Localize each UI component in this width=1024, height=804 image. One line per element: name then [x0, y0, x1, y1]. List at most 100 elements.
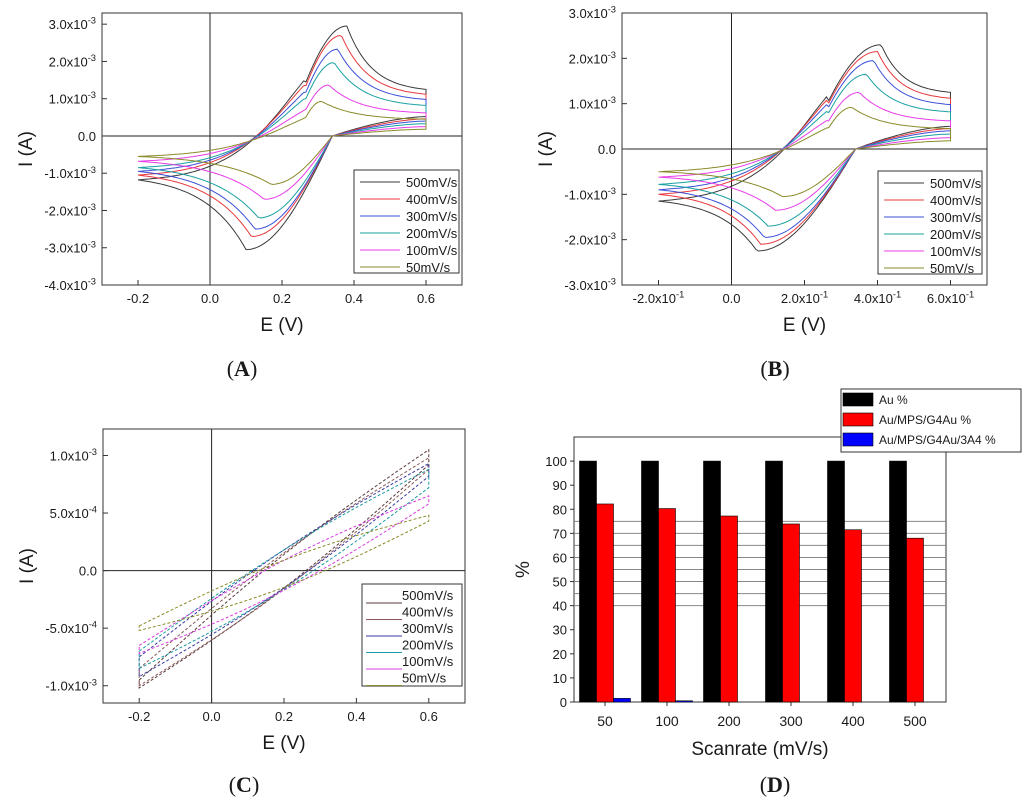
legend-swatch: [842, 432, 874, 447]
y-tick-label: 70: [553, 526, 567, 541]
y-tick-label: 50: [553, 575, 567, 590]
series-line-300mV-s: [138, 462, 430, 678]
x-tick-label: 0.2: [273, 291, 291, 306]
y-tick-label: -3.0x10-3: [564, 277, 616, 293]
legend-label: 200mV/s: [406, 226, 458, 241]
y-tick-label: 30: [553, 623, 567, 638]
y-tick-label: 40: [553, 599, 567, 614]
bar-Au-MPS-G4Au--100: [658, 508, 676, 703]
legend-label: 300mV/s: [402, 621, 454, 636]
series-line-200mV-s: [138, 468, 430, 670]
y-tick-label: -4.0x10-3: [44, 277, 96, 293]
x-tick-label: 0.4: [347, 709, 365, 724]
bar-Au-MPS-G4Au--500: [906, 537, 924, 703]
y-tick-label: 5.0x10-4: [50, 505, 97, 521]
legend-label: 50mV/s: [402, 671, 447, 686]
y-tick-label: 20: [553, 647, 567, 662]
bar-Au--300: [765, 460, 783, 703]
y-tick-label: -2.0x10-3: [564, 231, 616, 247]
legend-label: 100mV/s: [930, 244, 982, 259]
y-tick-label: 1.0x10-3: [50, 447, 97, 463]
x-tick-label: 2.0x10-1: [781, 290, 828, 306]
y-tick-label: 2.0x10-3: [49, 53, 96, 69]
x-tick-label: 0.0: [722, 291, 740, 306]
y-tick-label: 80: [553, 502, 567, 517]
y-tick-label: -1.0x10-3: [44, 165, 96, 181]
panel-label-d: (D): [760, 772, 791, 797]
x-tick-label: 0.6: [420, 709, 438, 724]
panel-b: 3.0x10-3 2.0x10-3 1.0x10-3 0.0 -1.0x10-3 -2.0…: [536, 5, 988, 336]
panel-label-a: (A): [227, 356, 258, 381]
legend-label: 300mV/s: [930, 210, 982, 225]
y-tick-label: 60: [553, 550, 567, 565]
y-tick-label: 0.0: [79, 564, 97, 579]
bar-Au--500: [889, 460, 907, 703]
legend-box: [353, 169, 460, 274]
y-tick-label: 100: [545, 454, 567, 469]
x-tick-label: 300: [779, 713, 803, 729]
panel-c: 1.0x10-3 5.0x10-4 0.0 -5.0x10-4 -1.0x10-3 -0.…: [17, 428, 466, 754]
legend-label: 500mV/s: [406, 175, 458, 190]
legend-label: 300mV/s: [406, 209, 458, 224]
y-axis-label: %: [513, 561, 534, 578]
y-tick-label: -2.0x10-3: [44, 202, 96, 218]
x-tick-label: 0.2: [275, 709, 293, 724]
y-tick-label: -1.0x10-3: [564, 186, 616, 202]
bar-Au-MPS-G4Au-3A4--50: [613, 698, 631, 703]
y-axis-label: I (A): [17, 548, 38, 584]
legend-label: 100mV/s: [406, 243, 458, 258]
legend-box: [877, 170, 983, 275]
y-tick-label: -3.0x10-3: [44, 239, 96, 255]
legend-label: 500mV/s: [930, 176, 982, 191]
y-tick-label: 3.0x10-3: [49, 16, 96, 32]
bar-Au-MPS-G4Au-3A4--100: [675, 700, 693, 703]
x-axis-label: Scanrate (mV/s): [691, 739, 828, 760]
x-tick-label: 6.0x10-1: [927, 290, 974, 306]
series-line-50mV-s: [658, 106, 951, 198]
legend-swatch: [842, 412, 874, 427]
x-tick-label: 500: [903, 713, 927, 729]
bar-Au--100: [641, 460, 659, 703]
bar-Au-MPS-G4Au--400: [844, 529, 862, 703]
x-tick-label: 200: [717, 713, 741, 729]
x-axis-label: E (V): [262, 733, 305, 754]
panel-label-b: (B): [760, 356, 789, 381]
x-tick-label: -0.2: [127, 291, 149, 306]
x-axis-label: E (V): [783, 315, 826, 336]
bar-Au-MPS-G4Au--200: [720, 515, 738, 703]
panel-d: 0 10 20 30 40 50 60 70 80 90 100 50 100 200 300 400 500 S…: [513, 388, 1022, 760]
legend-swatch: [842, 392, 874, 407]
y-tick-label: 1.0x10-3: [49, 90, 96, 106]
y-tick-label: 0: [560, 695, 567, 710]
y-tick-label: 0.0: [598, 142, 616, 157]
series-line-50mV-s: [138, 514, 430, 632]
x-tick-label: 0.0: [203, 709, 221, 724]
x-tick-label: -2.0x10-1: [633, 290, 685, 306]
x-tick-label: -0.2: [128, 709, 150, 724]
y-tick-label: 2.0x10-3: [569, 50, 616, 66]
bar-Au--200: [703, 460, 721, 703]
legend-label: 200mV/s: [402, 638, 454, 653]
legend-label: 200mV/s: [930, 227, 982, 242]
y-tick-label: 10: [553, 671, 567, 686]
x-tick-label: 4.0x10-1: [854, 290, 901, 306]
legend-label: 500mV/s: [402, 588, 454, 603]
y-tick-label: 3.0x10-3: [569, 5, 616, 21]
y-tick-label: 0.0: [78, 129, 96, 144]
x-tick-label: 50: [597, 713, 613, 729]
bar-Au--400: [827, 460, 845, 703]
y-tick-label: 1.0x10-3: [569, 95, 616, 111]
x-tick-label: 100: [655, 713, 679, 729]
legend-label: Au/MPS/G4Au/3A4 %: [879, 433, 996, 447]
legend-label: 100mV/s: [402, 654, 454, 669]
y-axis-label: I (A): [16, 131, 37, 167]
bar-Au--50: [579, 460, 597, 703]
panel-label-c: (C): [229, 772, 260, 797]
y-tick-label: 90: [553, 478, 567, 493]
x-axis-label: E (V): [260, 315, 303, 336]
x-tick-label: 0.4: [345, 291, 363, 306]
x-tick-label: 400: [841, 713, 865, 729]
legend-label: Au %: [879, 393, 908, 407]
legend-label: Au/MPS/G4Au %: [879, 413, 971, 427]
